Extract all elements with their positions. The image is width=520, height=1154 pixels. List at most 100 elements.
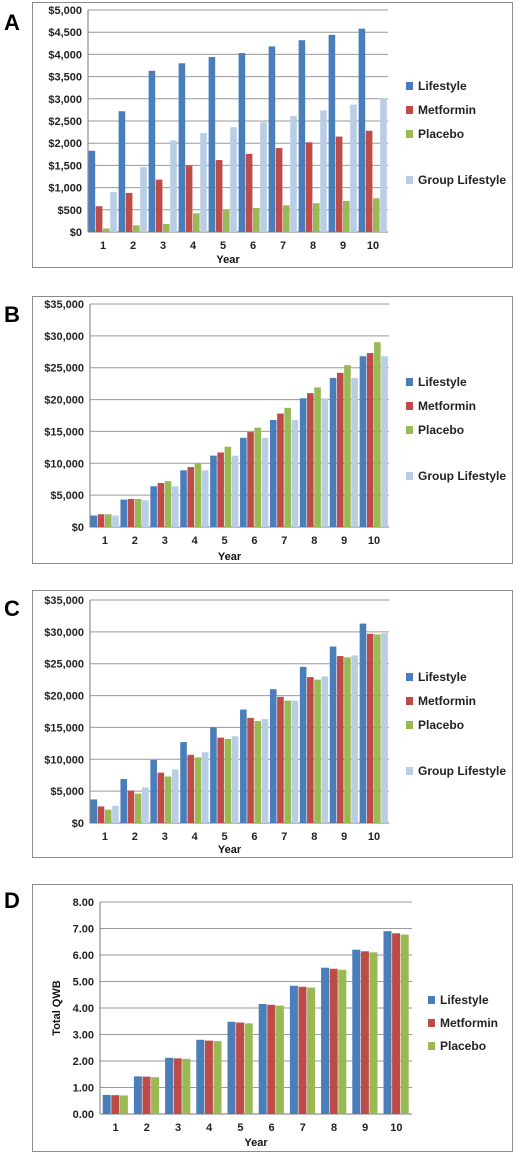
legend-label-b-placebo: Placebo — [418, 423, 464, 437]
bar-d-placebo-year-2 — [151, 1077, 160, 1114]
y-tick-label-a: $5,000 — [48, 5, 82, 17]
panel-label-b: B — [4, 302, 20, 327]
bar-a-metformin-year-8 — [305, 142, 313, 232]
bar-a-placebo-year-10 — [373, 198, 380, 232]
legend-label-a-group-lifestyle: Group Lifestyle — [418, 173, 506, 187]
bar-c-placebo-year-2 — [134, 793, 142, 823]
legend-swatch-d-metformin — [428, 1019, 435, 1027]
bar-a-metformin-year-9 — [335, 136, 343, 232]
x-tick-label-a: 9 — [340, 240, 346, 252]
bar-b-placebo-year-7 — [284, 407, 291, 527]
bar-a-lifestyle-year-6 — [238, 53, 246, 233]
bar-c-metformin-year-10 — [366, 633, 374, 823]
y-tick-label-d: 0.00 — [73, 1109, 94, 1121]
y-tick-label-c: $20,000 — [44, 691, 84, 703]
bar-a-placebo-year-4 — [193, 213, 200, 232]
legend-swatch-b-lifestyle — [406, 378, 413, 386]
legend-swatch-a-group-lifestyle — [406, 176, 413, 184]
y-tick-label-b: $5,000 — [50, 490, 84, 502]
bar-c-group-lifestyle-year-7 — [291, 700, 299, 823]
x-axis-title-c: Year — [218, 844, 242, 856]
bar-d-metformin-year-8 — [329, 968, 338, 1114]
legend-label-a-metformin: Metformin — [418, 103, 476, 117]
bar-c-lifestyle-year-10 — [359, 623, 367, 823]
bar-a-placebo-year-8 — [313, 203, 320, 232]
bar-c-group-lifestyle-year-10 — [381, 633, 388, 823]
bar-c-lifestyle-year-3 — [150, 759, 157, 823]
bar-d-placebo-year-6 — [275, 1005, 284, 1114]
bar-d-metformin-year-1 — [111, 1095, 120, 1114]
bar-b-group-lifestyle-year-1 — [112, 515, 119, 527]
y-tick-label-c: $5,000 — [50, 786, 84, 798]
y-tick-label-d: 7.00 — [73, 924, 94, 936]
bar-c-lifestyle-year-9 — [329, 646, 337, 823]
bar-d-placebo-year-8 — [338, 969, 347, 1114]
bar-a-lifestyle-year-10 — [358, 28, 366, 233]
bar-d-lifestyle-year-5 — [227, 1021, 236, 1114]
legend-label-d-placebo: Placebo — [440, 1039, 486, 1053]
legend-label-c-placebo: Placebo — [418, 718, 464, 732]
x-tick-label-b: 1 — [102, 535, 108, 547]
bar-c-group-lifestyle-year-6 — [261, 719, 269, 823]
y-tick-label-d: 6.00 — [73, 950, 94, 962]
x-axis-title-d: Year — [244, 1137, 268, 1149]
bar-c-placebo-year-6 — [254, 721, 262, 823]
bar-b-placebo-year-5 — [224, 446, 232, 527]
bar-d-placebo-year-10 — [400, 934, 409, 1114]
legend-swatch-d-lifestyle — [428, 996, 435, 1004]
x-tick-label-b: 2 — [132, 535, 138, 547]
bar-c-group-lifestyle-year-8 — [321, 676, 329, 823]
bar-b-lifestyle-year-10 — [359, 356, 367, 527]
bar-b-group-lifestyle-year-10 — [381, 356, 388, 527]
bar-b-placebo-year-9 — [344, 365, 351, 527]
y-tick-label-a: $3,500 — [48, 72, 82, 84]
y-tick-label-a: $4,000 — [48, 49, 82, 61]
legend-label-d-lifestyle: Lifestyle — [440, 993, 489, 1007]
legend-swatch-a-metformin — [406, 106, 413, 114]
y-axis-title-d: Total QWB — [51, 980, 63, 1035]
bar-b-lifestyle-year-8 — [299, 398, 307, 527]
bar-c-lifestyle-year-8 — [299, 666, 307, 823]
bar-a-lifestyle-year-5 — [208, 57, 216, 233]
bar-b-group-lifestyle-year-5 — [231, 455, 239, 527]
legend-swatch-b-group-lifestyle — [406, 472, 413, 480]
x-tick-label-a: 5 — [220, 240, 226, 252]
bar-a-group-lifestyle-year-6 — [260, 122, 267, 232]
bar-a-placebo-year-5 — [223, 209, 230, 232]
bar-b-placebo-year-6 — [254, 427, 262, 527]
panel-label-c: C — [4, 596, 20, 621]
bar-c-group-lifestyle-year-2 — [142, 787, 149, 823]
bar-b-group-lifestyle-year-4 — [201, 470, 209, 527]
bar-d-lifestyle-year-2 — [133, 1076, 142, 1114]
x-tick-label-a: 7 — [280, 240, 286, 252]
y-tick-label-b: $20,000 — [44, 395, 84, 407]
x-tick-label-c: 6 — [251, 831, 257, 843]
bar-d-lifestyle-year-7 — [289, 985, 298, 1114]
y-tick-label-b: $10,000 — [44, 458, 84, 470]
bar-a-lifestyle-year-1 — [88, 150, 96, 232]
bar-d-metformin-year-7 — [298, 986, 307, 1114]
bar-a-group-lifestyle-year-8 — [320, 110, 327, 232]
x-tick-label-d: 3 — [175, 1122, 181, 1134]
bar-b-placebo-year-10 — [374, 342, 381, 527]
x-tick-label-c: 8 — [311, 831, 317, 843]
bar-a-placebo-year-2 — [133, 225, 140, 232]
legend-label-b-lifestyle: Lifestyle — [418, 375, 467, 389]
bar-d-lifestyle-year-3 — [165, 1057, 174, 1114]
bar-d-lifestyle-year-4 — [196, 1039, 205, 1114]
bar-c-metformin-year-4 — [187, 754, 195, 823]
bar-a-placebo-year-9 — [343, 200, 350, 232]
x-tick-label-b: 4 — [192, 535, 199, 547]
bar-a-placebo-year-1 — [103, 228, 110, 232]
bar-a-lifestyle-year-9 — [328, 34, 336, 232]
bar-c-placebo-year-10 — [374, 634, 381, 823]
x-tick-label-d: 6 — [269, 1122, 275, 1134]
bar-c-group-lifestyle-year-1 — [112, 805, 119, 823]
legend-label-b-group-lifestyle: Group Lifestyle — [418, 469, 506, 483]
bar-d-metformin-year-5 — [236, 1022, 245, 1114]
bar-d-metformin-year-4 — [204, 1040, 213, 1114]
bar-d-metformin-year-2 — [142, 1076, 151, 1114]
